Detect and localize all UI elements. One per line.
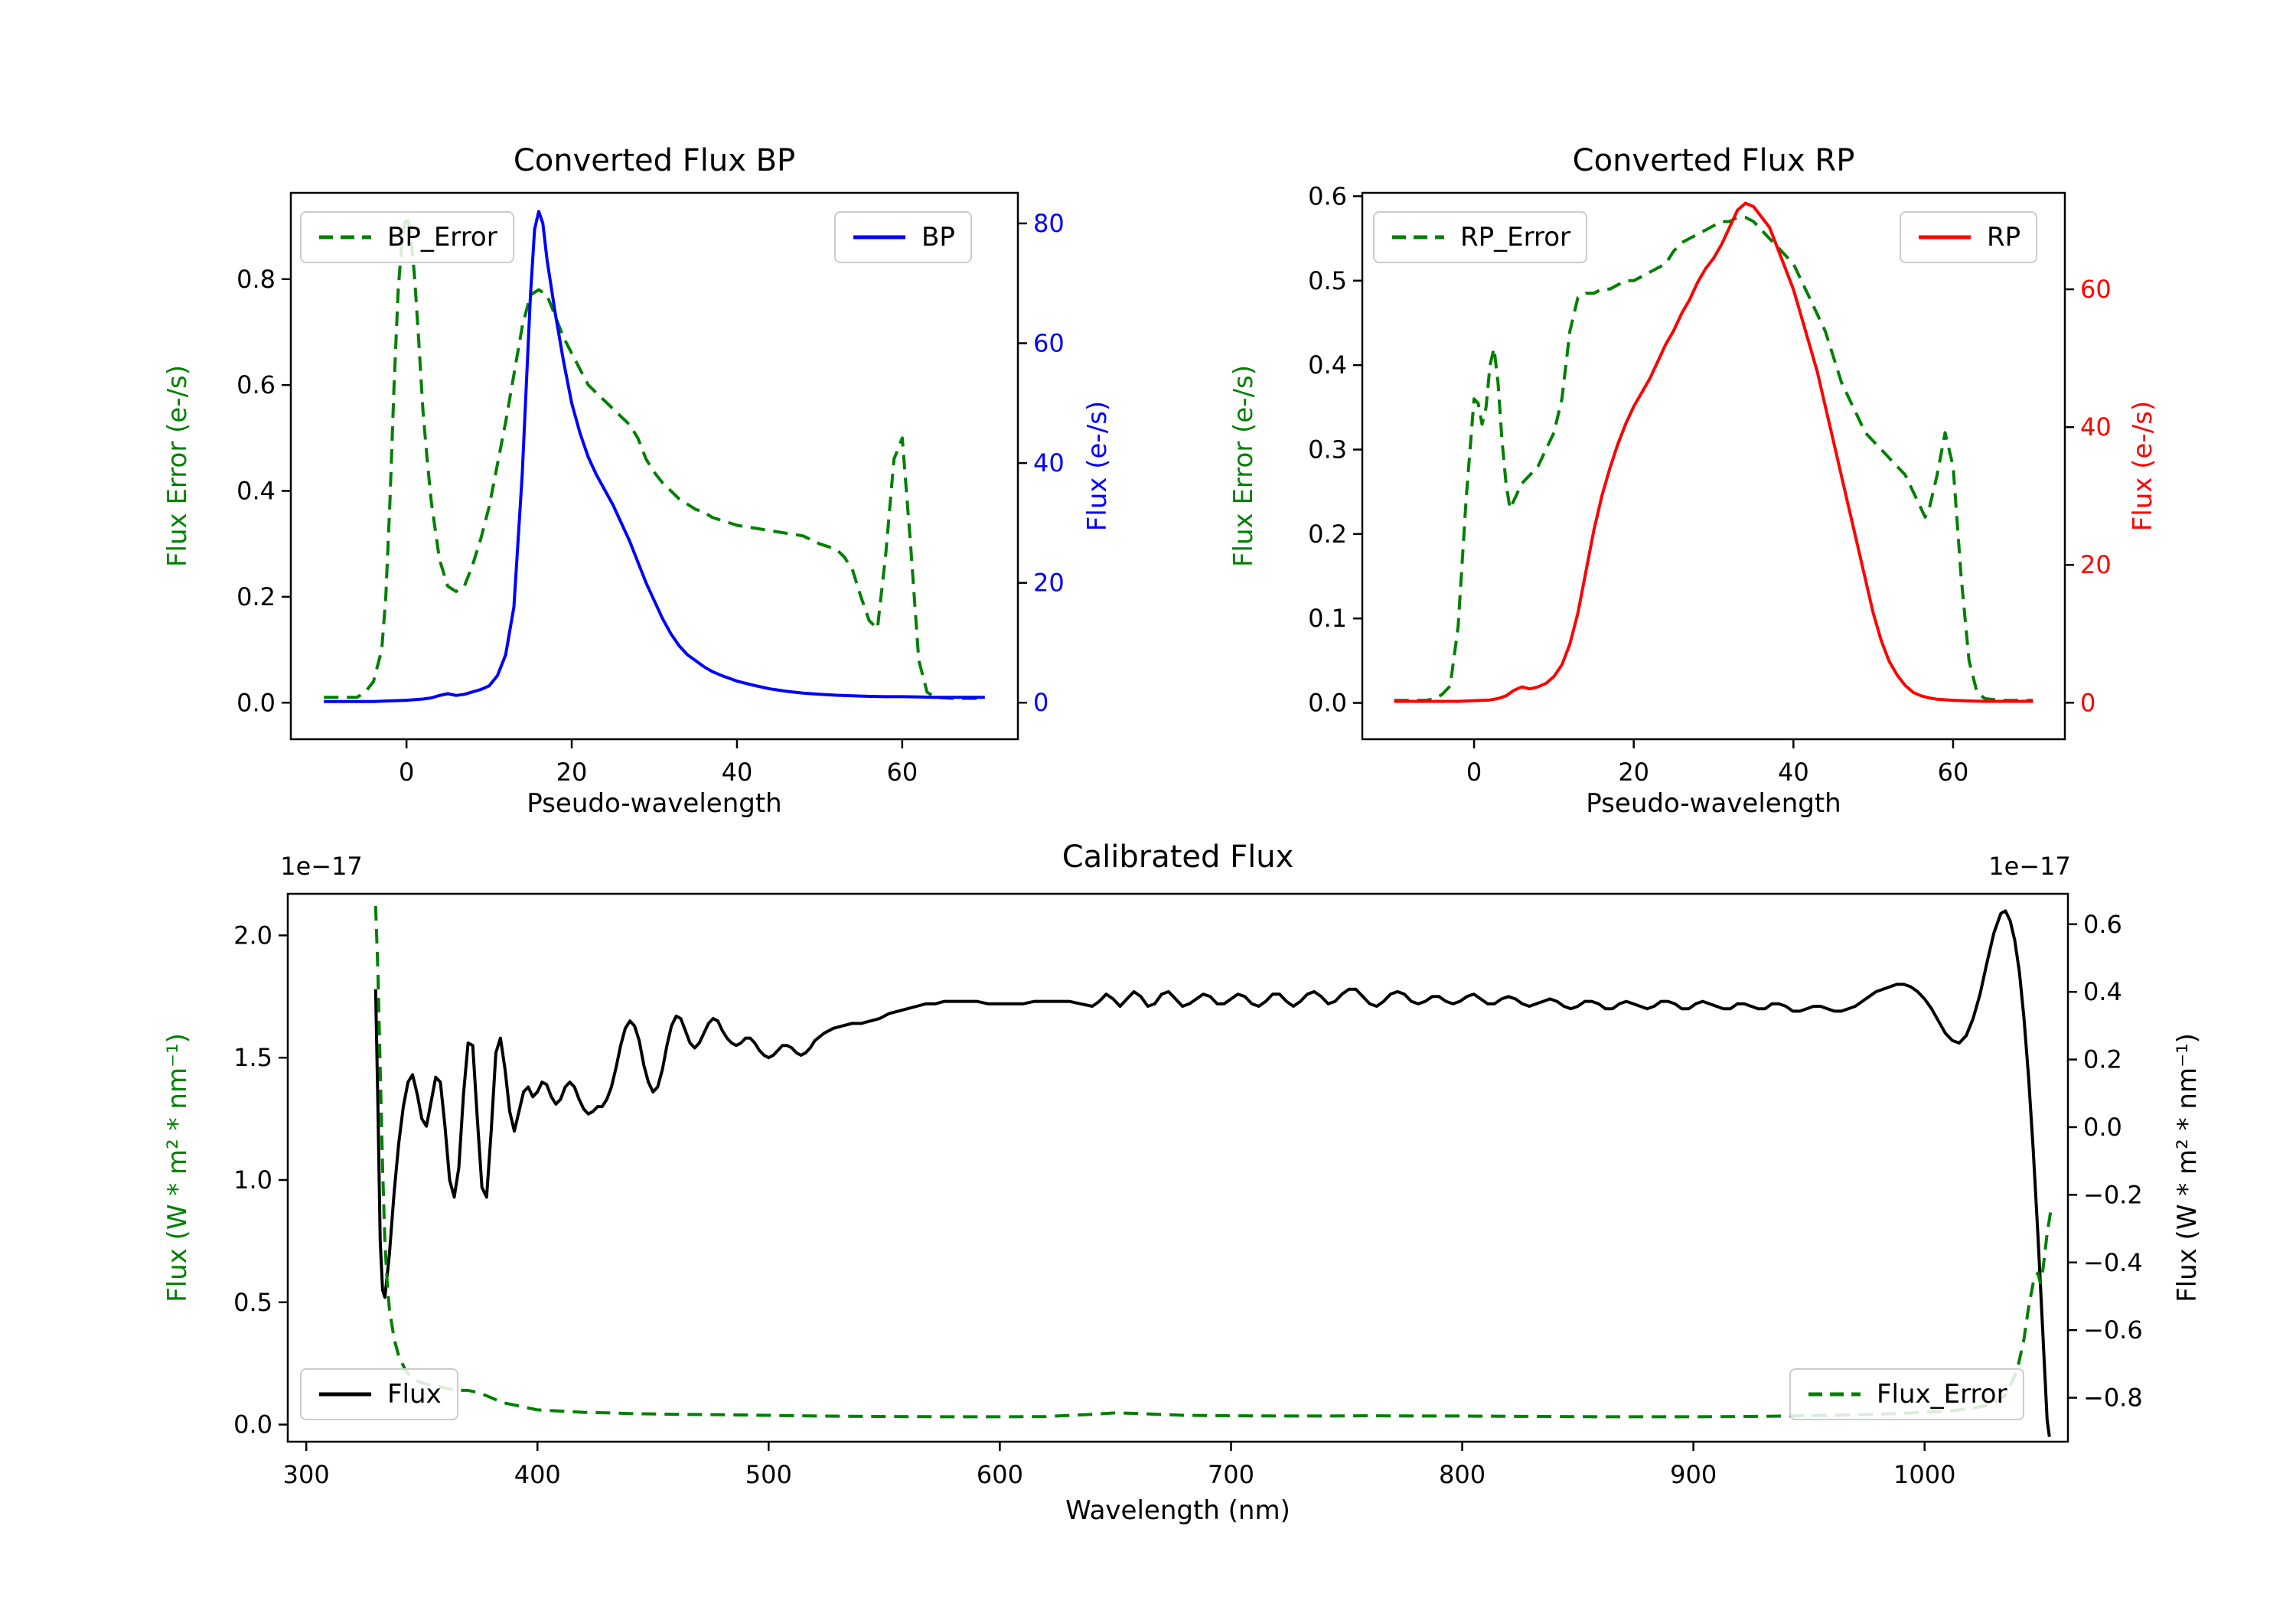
y-tick-label-right: 40: [2080, 412, 2112, 442]
y-axis-label-left-rp: Flux Error (e-/s): [1228, 364, 1259, 568]
y-tick-label-left: 0.4: [236, 477, 276, 506]
y-axis-label-right-cal: Flux (W * m² * nm⁻¹): [2172, 1033, 2203, 1302]
y-tick-label-left: 0.3: [1308, 435, 1347, 464]
x-tick-label: 60: [1938, 758, 1969, 787]
x-tick-label: 300: [283, 1460, 330, 1489]
series-line-Flux_Error: [373, 905, 2053, 1419]
legend-line-sample-solid: [853, 235, 905, 240]
y-tick-label-right: 0.4: [2083, 977, 2122, 1006]
series-line-RP: [1394, 201, 2033, 703]
y-tick-label-right: 0.2: [2083, 1045, 2122, 1074]
axis-offset-left: 1e−17: [280, 852, 363, 881]
x-tick-label: 700: [1208, 1460, 1254, 1489]
legend-flux-error: Flux_Error: [1789, 1368, 2024, 1420]
y-tick-label-left: 1.5: [233, 1043, 272, 1072]
y-tick-label-left: 0.2: [1308, 520, 1347, 549]
legend-rp: RP: [1900, 211, 2038, 263]
legend-rp-error: RP_Error: [1373, 211, 1588, 263]
y-tick-label-left: 0.0: [233, 1410, 272, 1439]
y-tick-label-left: 1.0: [233, 1165, 272, 1195]
y-tick-label-right: 40: [1033, 448, 1065, 478]
y-tick-label-left: 0.1: [1308, 604, 1347, 633]
x-tick-label: 0: [1466, 758, 1482, 787]
y-tick-label-left: 0.0: [1308, 689, 1347, 718]
y-axis-label-left-bp: Flux Error (e-/s): [162, 364, 193, 568]
y-tick-label-right: −0.2: [2083, 1180, 2143, 1209]
y-tick-label-right: 80: [1033, 209, 1065, 238]
x-tick-label: 600: [977, 1460, 1023, 1489]
legend-line-sample-solid: [319, 1392, 371, 1397]
y-tick-label-right: 20: [1033, 569, 1065, 598]
legend-label: BP: [921, 222, 955, 253]
plot-frame: [286, 892, 2069, 1443]
x-axis-label-bp: Pseudo-wavelength: [527, 788, 782, 819]
legend-label: RP: [1987, 222, 2021, 253]
y-tick-label-left: 0.5: [233, 1288, 272, 1317]
y-tick-label-right: −0.4: [2083, 1248, 2143, 1277]
chart-title-bp: Converted Flux BP: [513, 143, 796, 178]
plot-frame: [1361, 191, 2066, 741]
y-tick-label-right: 60: [1033, 329, 1065, 358]
y-tick-label-left: 0.8: [236, 265, 276, 294]
y-axis-label-right-rp: Flux (e-/s): [2128, 400, 2158, 532]
y-tick-label-left: 2.0: [233, 921, 272, 950]
y-tick-label-right: −0.6: [2083, 1315, 2143, 1345]
x-tick-label: 60: [887, 758, 918, 787]
x-tick-label: 500: [745, 1460, 792, 1489]
y-tick-label-right: 0.0: [2083, 1113, 2122, 1142]
series-line-BP_Error: [324, 214, 985, 700]
plot-frame: [289, 191, 1019, 741]
y-tick-label-right: 0: [1033, 688, 1049, 717]
series-line-RP_Error: [1394, 216, 2033, 702]
x-tick-label: 1000: [1893, 1460, 1955, 1489]
series-line-Flux: [373, 909, 2051, 1437]
legend-label: BP_Error: [387, 222, 497, 253]
y-tick-label-left: 0.2: [236, 582, 276, 611]
y-tick-label-left: 0.6: [1308, 181, 1347, 210]
y-tick-label-right: 0: [2080, 688, 2095, 717]
y-tick-label-left: 0.4: [1308, 350, 1347, 380]
legend-label: Flux: [387, 1379, 442, 1410]
y-axis-label-left-cal: Flux (W * m² * nm⁻¹): [162, 1033, 193, 1302]
y-tick-label-left: 0.5: [1308, 266, 1347, 295]
x-tick-label: 20: [1618, 758, 1649, 787]
legend-bp: BP: [834, 211, 972, 263]
legend-label: RP_Error: [1460, 222, 1571, 253]
x-tick-label: 0: [399, 758, 414, 787]
y-tick-label-right: 20: [2080, 550, 2112, 579]
legend-label: Flux_Error: [1877, 1379, 2007, 1410]
legend-bp-error: BP_Error: [300, 211, 514, 263]
y-tick-label-left: 0.6: [236, 370, 276, 399]
legend-line-sample-dashed: [319, 235, 371, 240]
x-tick-label: 800: [1439, 1460, 1486, 1489]
y-tick-label-left: 0.0: [236, 688, 276, 717]
x-tick-label: 40: [1778, 758, 1809, 787]
y-tick-label-right: 0.6: [2083, 910, 2122, 939]
series-line-BP: [324, 210, 985, 703]
x-axis-label-rp: Pseudo-wavelength: [1586, 788, 1841, 819]
y-axis-label-right-bp: Flux (e-/s): [1082, 400, 1113, 532]
axis-offset-right: 1e−17: [1988, 852, 2071, 881]
x-tick-label: 400: [514, 1460, 561, 1489]
legend-line-sample-dashed: [1392, 235, 1444, 240]
legend-line-sample-dashed: [1808, 1392, 1861, 1397]
x-tick-label: 900: [1670, 1460, 1717, 1489]
legend-line-sample-solid: [1919, 235, 1971, 240]
legend-flux: Flux: [300, 1368, 458, 1420]
x-tick-label: 40: [722, 758, 753, 787]
y-tick-label-right: −0.8: [2083, 1384, 2143, 1413]
y-tick-label-right: 60: [2080, 275, 2112, 304]
x-axis-label-cal: Wavelength (nm): [1065, 1495, 1290, 1526]
chart-title-calibrated: Calibrated Flux: [1062, 839, 1294, 875]
chart-title-rp: Converted Flux RP: [1572, 143, 1855, 178]
x-tick-label: 20: [556, 758, 588, 787]
